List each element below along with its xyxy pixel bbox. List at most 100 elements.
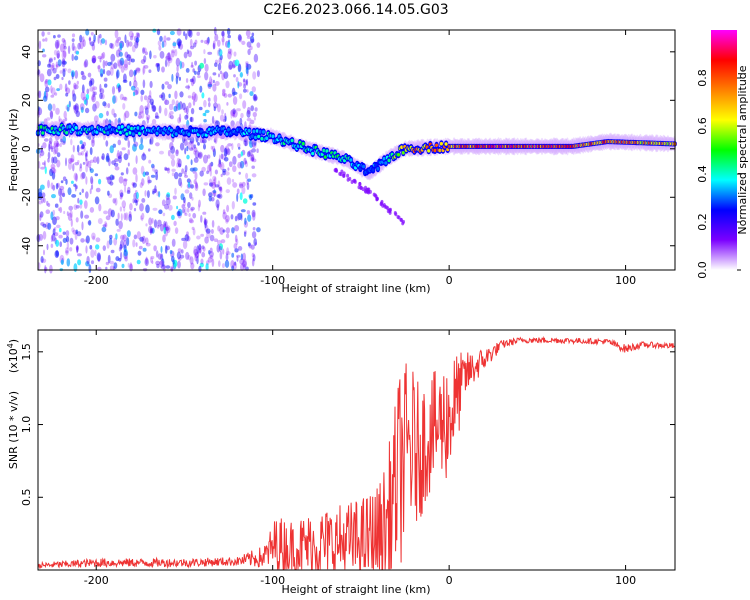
spectrogram-cell — [203, 143, 206, 150]
spectrogram-cell — [231, 142, 234, 151]
spectrogram-cell — [107, 190, 110, 196]
spectrogram-cell — [141, 153, 147, 161]
spectrogram-cell — [88, 80, 93, 87]
spectrogram-cell — [175, 75, 179, 85]
spectrogram-cell — [100, 38, 106, 44]
spectrogram-cell — [190, 77, 195, 87]
spectrogram-cell — [196, 31, 200, 36]
spectrogram-cell — [174, 132, 178, 136]
spectrogram-cell — [219, 227, 225, 235]
spectrogram-cell — [62, 50, 67, 58]
spectrogram-cell — [352, 178, 356, 183]
spectrogram-cell — [128, 130, 132, 135]
spectrogram-cell — [164, 228, 169, 237]
spectrogram-cell — [148, 159, 152, 164]
spectrogram-cell — [137, 32, 140, 39]
chart-title: C2E6.2023.066.14.05.G03 — [263, 2, 448, 18]
spectrogram-cell — [57, 59, 62, 67]
spectrogram-cell — [245, 78, 249, 86]
spectrogram-cell — [56, 50, 60, 59]
spectrogram-x-tick-label: 0 — [446, 274, 453, 287]
spectrogram-cell — [92, 55, 97, 63]
spectrogram-cell — [62, 68, 66, 78]
spectrogram-x-axis-title: Height of straight line (km) — [281, 282, 430, 295]
spectrogram-cell — [225, 253, 229, 261]
spectrogram-cell — [138, 143, 144, 150]
spectrogram-cell — [211, 181, 216, 189]
spectrogram-cell — [109, 234, 113, 240]
spectrogram-cell — [155, 112, 159, 119]
spectrogram-cell — [122, 79, 128, 84]
spectrogram-cell — [189, 78, 194, 83]
spectrogram-cell — [113, 113, 117, 118]
spectrogram-cell — [207, 97, 211, 102]
spectrogram-cell — [142, 47, 147, 53]
spectrogram-cell — [155, 260, 161, 266]
spectrogram-cell — [246, 89, 249, 93]
spectrogram-cell — [227, 48, 232, 55]
spectrogram-cell — [52, 228, 56, 236]
spectrogram-cell — [196, 251, 200, 259]
spectrogram-cell — [243, 263, 246, 271]
spectrogram-cell — [66, 241, 70, 250]
spectrogram-cell — [88, 264, 92, 274]
spectrogram-cell — [119, 42, 123, 51]
spectrogram-cell — [118, 154, 122, 164]
spectrogram-cell — [79, 192, 82, 196]
spectrogram-cell — [71, 227, 75, 233]
spectrogram-cell — [118, 247, 122, 252]
spectrogram-frame — [37, 29, 676, 271]
spectrogram-cell — [184, 234, 189, 242]
spectrogram-cell — [88, 219, 92, 226]
spectrogram-cell — [169, 30, 175, 36]
spectrogram-cell — [226, 177, 232, 185]
spectrogram-cell — [209, 247, 213, 253]
spectrogram-cell — [91, 96, 95, 101]
spectrogram-cell — [58, 115, 61, 122]
spectrogram-cell — [125, 212, 129, 221]
spectrogram-cell — [135, 155, 138, 165]
spectrogram-cell — [239, 93, 243, 100]
spectrogram-cell — [214, 81, 220, 86]
spectrogram-cell — [250, 105, 254, 112]
spectrogram-cell — [240, 151, 243, 157]
spectrogram-cell — [176, 157, 181, 165]
spectrogram-cell — [51, 233, 56, 242]
spectrogram-cell — [184, 212, 188, 216]
spectrogram-cell — [198, 245, 202, 253]
spectrogram-cell — [174, 187, 177, 195]
spectrogram-cell — [40, 256, 44, 263]
spectrogram-cell — [58, 134, 63, 140]
spectrogram-cell — [257, 134, 261, 139]
snr-frame — [37, 329, 676, 571]
spectrogram-cell — [161, 83, 165, 90]
snr-x-tick-label: 100 — [615, 574, 636, 587]
spectrogram-cell — [81, 36, 85, 43]
spectrogram-cell — [202, 188, 206, 197]
spectrogram-cell — [123, 244, 127, 252]
spectrogram-cell — [187, 29, 192, 37]
spectrogram-cell — [250, 119, 255, 125]
spectrogram-cell — [158, 105, 162, 114]
spectrogram-cell — [123, 63, 129, 71]
spectrogram-cell — [250, 244, 255, 250]
spectrogram-cell — [153, 55, 157, 59]
spectrogram-cell — [217, 103, 221, 113]
spectrogram-cell — [364, 185, 367, 190]
spectrogram-cell — [85, 150, 89, 157]
spectrogram-cell — [233, 74, 236, 78]
spectrogram-cell — [227, 51, 232, 60]
spectrogram-cell — [97, 34, 100, 44]
spectrogram-cell — [178, 172, 183, 177]
spectrogram-cell — [176, 251, 181, 260]
spectrogram-cell — [253, 94, 256, 101]
spectrogram-cell — [144, 258, 149, 267]
spectrogram-cell — [226, 148, 231, 156]
spectrogram-cell — [190, 184, 194, 189]
spectrogram-cell — [435, 143, 439, 148]
spectrogram-cell — [189, 192, 193, 200]
spectrogram-cell — [249, 45, 253, 51]
spectrogram-cell — [83, 200, 88, 209]
spectrogram-cell — [120, 239, 124, 249]
spectrogram-cell — [123, 250, 128, 260]
